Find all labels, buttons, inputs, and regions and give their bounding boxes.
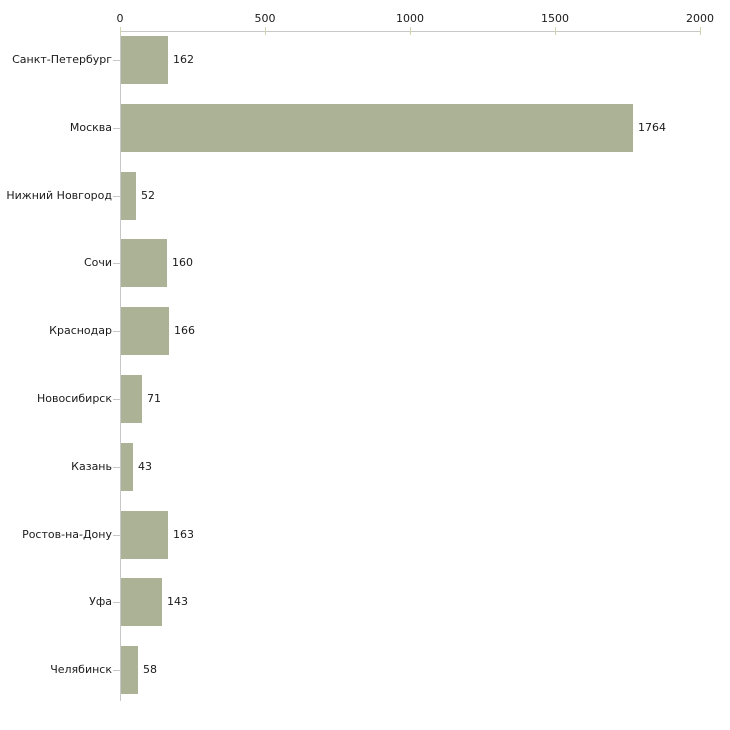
category-label: Казань (71, 460, 112, 473)
y-axis-tick-mark (113, 60, 120, 61)
y-axis-tick-mark (113, 399, 120, 400)
bar (121, 443, 133, 491)
x-axis-tick-label: 0 (116, 12, 124, 25)
value-label: 163 (173, 528, 194, 541)
x-axis-tick-label: 2000 (686, 12, 714, 25)
category-label: Сочи (83, 256, 112, 269)
category-label: Нижний Новгород (6, 189, 112, 202)
bar (121, 104, 633, 152)
category-label: Москва (69, 121, 112, 134)
y-axis-tick-mark (113, 128, 120, 129)
value-label: 143 (167, 595, 188, 608)
category-label: Краснодар (49, 324, 112, 337)
value-label: 43 (138, 460, 152, 473)
bar (121, 646, 138, 694)
x-axis-tick-mark (700, 27, 701, 35)
x-axis-tick-label: 1000 (396, 12, 424, 25)
y-axis-tick-mark (113, 535, 120, 536)
bar (121, 172, 136, 220)
y-axis-tick-mark (113, 331, 120, 332)
bar (121, 36, 168, 84)
x-axis-tick-mark (120, 27, 121, 35)
category-label: Челябинск (50, 663, 112, 676)
bar (121, 307, 169, 355)
x-axis-tick-mark (555, 27, 556, 35)
category-label: Ростов-на-Дону (22, 528, 112, 541)
x-axis-tick-label: 1500 (541, 12, 569, 25)
y-axis-tick-mark (113, 196, 120, 197)
bar (121, 239, 167, 287)
value-label: 71 (147, 392, 161, 405)
category-label: Санкт-Петербург (12, 53, 112, 66)
bar (121, 511, 168, 559)
y-axis-tick-mark (113, 670, 120, 671)
value-label: 166 (174, 324, 195, 337)
y-axis-tick-mark (113, 467, 120, 468)
bar (121, 375, 142, 423)
category-label: Новосибирск (36, 392, 112, 405)
x-axis-tick-label: 500 (254, 12, 276, 25)
x-axis-tick-mark (410, 27, 411, 35)
y-axis-tick-mark (113, 263, 120, 264)
value-label: 58 (143, 663, 157, 676)
category-label: Уфа (89, 595, 112, 608)
value-label: 1764 (638, 121, 666, 134)
x-axis-tick-mark (265, 27, 266, 35)
bar (121, 578, 162, 626)
value-label: 52 (141, 189, 155, 202)
value-label: 160 (172, 256, 193, 269)
value-label: 162 (173, 53, 194, 66)
y-axis-tick-mark (113, 602, 120, 603)
